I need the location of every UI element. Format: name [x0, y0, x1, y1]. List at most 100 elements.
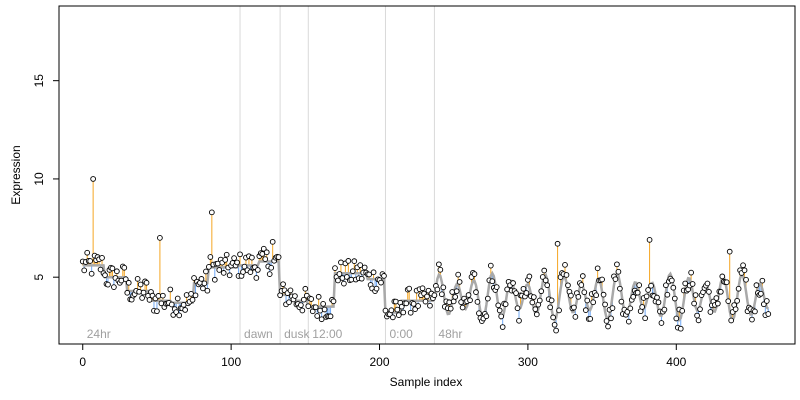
data-point: [312, 304, 319, 311]
data-point: [465, 292, 472, 298]
data-point: [182, 307, 188, 313]
data-point: [646, 236, 653, 243]
data-point: [593, 292, 600, 299]
data-point: [495, 302, 502, 309]
data-point: [554, 240, 561, 247]
data-point: [618, 298, 625, 305]
data-point: [174, 295, 181, 302]
data-point: [759, 277, 766, 284]
data-point: [658, 320, 665, 326]
data-point: [400, 309, 407, 316]
data-point: [87, 258, 94, 264]
data-point: [99, 255, 105, 261]
data-point: [436, 261, 442, 268]
data-point: [668, 277, 675, 284]
data-point: [280, 281, 286, 288]
data-point: [320, 301, 326, 307]
data-point: [741, 267, 748, 274]
data-point: [345, 258, 352, 264]
data-point: [114, 268, 120, 275]
data-point: [533, 311, 540, 318]
data-point: [749, 316, 755, 323]
data-point: [578, 282, 585, 288]
data-point: [191, 275, 197, 281]
y-tick-label: 10: [32, 172, 46, 186]
data-point: [682, 280, 689, 287]
data-point: [617, 285, 623, 292]
data-point: [513, 290, 519, 296]
data-point: [516, 317, 522, 324]
data-point: [154, 308, 160, 315]
data-point: [719, 273, 726, 280]
data-point: [752, 308, 758, 315]
data-point: [648, 282, 654, 289]
data-point: [102, 272, 108, 278]
data-point: [642, 315, 648, 322]
segment-annotations: 24hr dawn dusk 12:00 0:00 48hr: [87, 327, 463, 341]
x-tick-label: 400: [666, 355, 686, 369]
data-point: [467, 297, 473, 304]
data-point: [157, 235, 163, 241]
data-point: [455, 271, 462, 278]
data-point: [643, 293, 650, 300]
y-tick-label: 5: [32, 274, 46, 281]
data-point: [263, 249, 270, 256]
y-tick-label: 15: [32, 74, 46, 88]
segment-label: dusk: [284, 327, 310, 341]
data-point: [90, 176, 96, 182]
data-point: [122, 276, 129, 283]
data-point: [732, 306, 739, 313]
data-point: [529, 299, 536, 306]
data-point: [692, 292, 699, 298]
data-point: [134, 276, 141, 282]
data-point: [262, 256, 269, 262]
data-point: [286, 299, 292, 306]
data-point: [298, 302, 304, 308]
data-point: [704, 280, 711, 287]
x-axis-label: Sample index: [390, 375, 463, 389]
data-point: [624, 309, 631, 315]
data-point: [338, 259, 344, 266]
data-point: [568, 292, 574, 299]
data-point: [275, 254, 282, 260]
data-point: [440, 284, 447, 291]
data-point: [422, 298, 429, 305]
plot-frame: [58, 5, 796, 345]
data-point: [449, 289, 456, 295]
data-point: [406, 285, 413, 292]
data-point: [446, 299, 453, 306]
data-point: [602, 301, 608, 308]
data-point: [247, 269, 254, 276]
data-point: [520, 285, 527, 292]
data-point: [532, 306, 539, 312]
segment-separators: [239, 6, 435, 344]
data-points: [79, 176, 772, 334]
data-point: [655, 299, 662, 306]
data-point: [176, 312, 183, 319]
data-point: [136, 288, 142, 295]
data-point: [305, 303, 312, 310]
data-point: [688, 269, 694, 276]
data-point: [493, 284, 500, 290]
data-point: [222, 257, 229, 263]
data-point: [335, 277, 341, 284]
data-point: [336, 271, 343, 277]
data-point: [498, 313, 505, 320]
data-point: [456, 279, 463, 285]
data-point: [572, 314, 579, 320]
data-point: [496, 307, 503, 314]
data-point: [584, 297, 591, 304]
data-point: [541, 267, 548, 274]
data-point: [499, 324, 506, 330]
data-point: [502, 301, 509, 308]
data-point: [223, 251, 230, 258]
data-point: [743, 276, 749, 283]
data-point: [630, 293, 637, 300]
data-point: [318, 316, 325, 323]
data-point: [726, 248, 733, 255]
data-point: [234, 259, 240, 266]
data-point: [415, 303, 421, 309]
data-point: [571, 304, 577, 311]
data-point: [487, 262, 494, 269]
data-point: [614, 261, 620, 268]
